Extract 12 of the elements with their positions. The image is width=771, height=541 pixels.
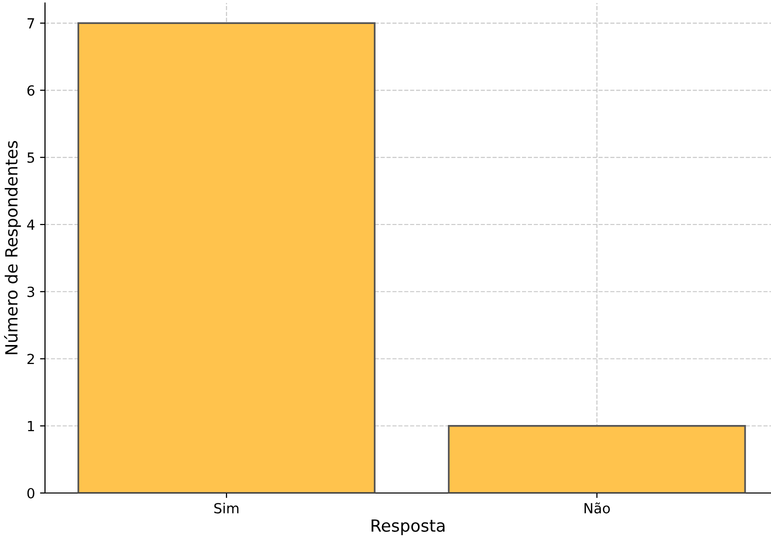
y-tick-label: 5: [28, 152, 34, 163]
x-axis-title: Resposta: [372, 519, 444, 536]
y-tick-label: 6: [27, 85, 34, 96]
y-tick-label: 3: [28, 286, 34, 298]
x-tick-label: Sim: [214, 502, 238, 514]
y-tick-label: 7: [28, 18, 34, 28]
y-tick-label: 2: [27, 354, 34, 364]
x-tick-label: Não: [584, 502, 610, 514]
y-axis-title: Número de Respondentes: [4, 141, 21, 354]
y-tick-label: 0: [27, 488, 34, 498]
y-tick-label: 1: [28, 421, 34, 432]
y-tick-label: 4: [27, 220, 34, 230]
